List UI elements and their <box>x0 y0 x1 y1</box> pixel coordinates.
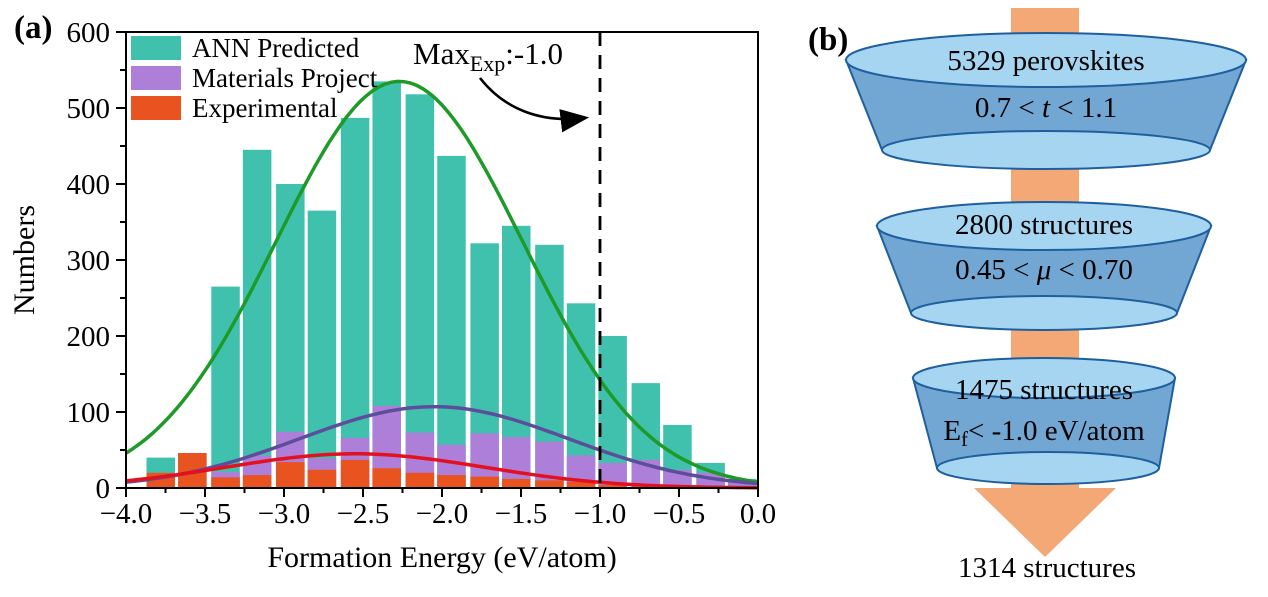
bucket-1-top <box>845 32 1247 88</box>
y-tick-label: 100 <box>67 397 111 429</box>
stage-3-count: 1475 structures <box>955 374 1133 406</box>
histogram-bar <box>566 481 596 488</box>
histogram-bar <box>405 94 435 488</box>
legend-swatch <box>131 66 181 90</box>
axis-ticks: −4.0 −3.5 −3.0 −2.5 −2.0 −1.5 −1.0 −0.5 0.0 0 100 2… <box>67 17 777 530</box>
y-tick-label: 300 <box>67 245 111 277</box>
stage-3-cond-pre: E <box>943 415 961 447</box>
fit-curve <box>125 79 759 484</box>
annotation-subscript: Exp <box>470 51 505 76</box>
legend-label: ANN Predicted <box>192 33 360 63</box>
bucket-1-bottom <box>881 130 1211 170</box>
legend-label: Experimental <box>192 93 337 123</box>
y-tick-label: 0 <box>96 473 111 505</box>
histogram-bar <box>437 475 466 488</box>
stage-3-cond-subscript: f <box>961 427 968 451</box>
curved-arrow-icon <box>478 77 590 133</box>
x-tick-label: −4.0 <box>100 498 153 530</box>
histogram-bar <box>535 441 564 488</box>
histogram-bar <box>276 462 305 488</box>
histogram-bars <box>146 81 757 489</box>
stage-2-condition: 0.45 < μ < 0.70 <box>955 254 1133 286</box>
y-tick-label: 600 <box>67 17 111 49</box>
histogram-bar <box>727 481 757 488</box>
bucket-2-bottom <box>910 295 1178 331</box>
histogram-bar <box>598 336 627 488</box>
x-tick-label: 0.0 <box>740 498 776 530</box>
y-tick-label: 200 <box>67 321 111 353</box>
y-tick-label: 400 <box>67 169 111 201</box>
histogram-bar <box>598 484 627 488</box>
annotation-value: :-1.0 <box>505 36 563 71</box>
histogram-bar <box>307 210 337 488</box>
histogram-bar <box>437 155 466 488</box>
x-tick-label: −2.5 <box>337 498 390 530</box>
histogram-bar <box>340 459 370 488</box>
fit-curves <box>125 79 759 490</box>
legend-swatch <box>131 36 181 60</box>
histogram-bar <box>242 149 272 489</box>
histogram-bar <box>242 475 272 488</box>
histogram-bar <box>372 468 401 488</box>
x-axis-title: Formation Energy (eV/atom) <box>267 541 616 574</box>
max-exp-annotation: MaxExp:-1.0 <box>413 36 563 76</box>
legend-swatch <box>131 96 181 120</box>
y-tick-label: 500 <box>67 93 111 125</box>
x-tick-label: −3.5 <box>179 498 232 530</box>
panel-a-label: (a) <box>14 10 52 46</box>
x-tick-label: −1.5 <box>495 498 548 530</box>
stage-1-cond-post: < 1.1 <box>1050 92 1117 124</box>
stage-1-condition: 0.7 < t < 1.1 <box>975 92 1117 124</box>
x-tick-label: −3.0 <box>258 498 311 530</box>
bucket-2-top <box>876 201 1212 251</box>
fit-curve <box>125 404 759 486</box>
funnel-result: 1314 structures <box>958 552 1136 584</box>
stage-3-cond-post: < -1.0 eV/atom <box>968 415 1145 447</box>
x-tick-label: −0.5 <box>653 498 706 530</box>
histogram-bar <box>502 478 531 488</box>
y-axis-title: Numbers <box>8 205 41 315</box>
histogram-bar <box>405 472 435 488</box>
histogram-bar <box>535 480 564 488</box>
histogram-bar <box>470 476 499 488</box>
bucket-3-top <box>912 357 1176 399</box>
stage-2-count: 2800 structures <box>955 209 1133 241</box>
stage-2-cond-pre: 0.45 < <box>955 254 1037 286</box>
legend-label: Materials Project <box>192 63 378 93</box>
x-tick-label: −1.0 <box>574 498 627 530</box>
stage-1-count: 5329 perovskites <box>947 45 1144 77</box>
stage-2-cond-post: < 0.70 <box>1051 254 1133 286</box>
histogram-bar <box>307 469 337 488</box>
histogram-bar <box>340 117 370 488</box>
histogram-bar <box>211 477 240 488</box>
panel-b-label: (b) <box>808 22 848 58</box>
stage-1-cond-var: t <box>1042 92 1051 124</box>
annotation-main: Max <box>413 36 470 71</box>
stage-3-condition: Ef< -1.0 eV/atom <box>943 415 1145 451</box>
funnel-arrowhead-icon <box>974 488 1116 557</box>
x-tick-label: −2.0 <box>416 498 469 530</box>
stage-2-cond-var: μ <box>1036 254 1052 286</box>
bucket-3-bottom <box>936 451 1160 485</box>
fit-curve <box>125 452 758 490</box>
stage-1-cond-pre: 0.7 < <box>975 92 1042 124</box>
